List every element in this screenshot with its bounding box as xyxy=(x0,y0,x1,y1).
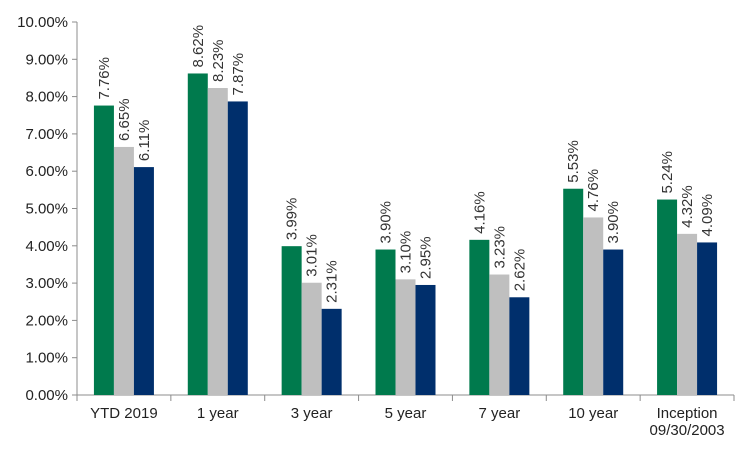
data-label: 7.87% xyxy=(230,53,247,96)
bar xyxy=(227,101,248,395)
bar xyxy=(113,146,134,395)
data-label: 2.31% xyxy=(324,260,341,303)
y-tick-label: 4.00% xyxy=(25,238,68,255)
data-label: 6.11% xyxy=(136,120,153,161)
bar xyxy=(375,249,396,395)
bar xyxy=(509,297,530,395)
data-label: 3.01% xyxy=(304,234,321,277)
bar xyxy=(207,88,228,395)
bar xyxy=(395,279,416,395)
x-tick-label: 1 year xyxy=(197,405,239,422)
bar xyxy=(281,246,302,395)
data-label: 3.90% xyxy=(378,201,395,244)
x-axis: YTD 2019 1 year 3 year 5 year 7 year 10 year I… xyxy=(76,394,735,439)
y-tick-label: 1.00% xyxy=(25,350,68,367)
data-label: 4.16% xyxy=(471,191,488,234)
bar xyxy=(583,217,604,395)
data-label: 6.65% xyxy=(116,98,133,141)
y-tick-label: 7.00% xyxy=(25,126,68,143)
bar xyxy=(563,188,584,395)
data-label: 3.23% xyxy=(491,226,508,269)
data-label: 3.10% xyxy=(398,231,415,274)
y-tick-label: 3.00% xyxy=(25,275,68,292)
bar xyxy=(469,239,490,395)
y-tick-label: 2.00% xyxy=(25,312,68,329)
data-labels: 7.76% 8.62% 3.99% 3.90% 4.16% 5.53% 5.24% 6.65%… xyxy=(96,25,716,303)
x-tick-label: 3 year xyxy=(291,405,333,422)
data-label: 4.09% xyxy=(699,194,716,237)
data-label: 5.53% xyxy=(565,140,582,183)
x-tick-label: 09/30/2003 xyxy=(650,422,725,439)
y-axis: 0.00% 1.00% 2.00% 3.00% 4.00% 5.00% 6.00% 7.00%… xyxy=(17,14,78,404)
data-label: 8.62% xyxy=(190,25,207,68)
y-tick-label: 6.00% xyxy=(25,163,68,180)
bar xyxy=(489,274,510,395)
data-label: 8.23% xyxy=(210,39,227,82)
bar xyxy=(187,73,208,395)
data-label: 2.62% xyxy=(511,249,528,292)
x-tick-label: 7 year xyxy=(479,405,521,422)
data-label: 5.24% xyxy=(659,151,676,194)
data-label: 7.76% xyxy=(96,57,113,100)
bar xyxy=(697,242,718,395)
bar xyxy=(415,284,436,395)
x-tick-label: 10 year xyxy=(568,405,618,422)
data-label: 2.95% xyxy=(418,236,435,279)
y-tick-label: 5.00% xyxy=(25,201,68,218)
bar xyxy=(93,105,114,395)
bar xyxy=(603,249,624,395)
y-tick-label: 8.00% xyxy=(25,89,68,106)
data-label: 4.76% xyxy=(585,169,602,212)
bars xyxy=(93,73,718,395)
x-tick-label: YTD 2019 xyxy=(90,405,158,422)
bar xyxy=(301,282,322,395)
y-tick-label: 9.00% xyxy=(25,51,68,68)
bar xyxy=(657,199,678,395)
bar xyxy=(133,167,154,395)
y-tick-label: 0.00% xyxy=(25,387,68,404)
data-label: 4.32% xyxy=(679,185,696,228)
x-tick-label: 5 year xyxy=(385,405,427,422)
x-tick-label: Inception xyxy=(657,405,718,422)
data-label: 3.90% xyxy=(605,201,622,244)
bar xyxy=(677,233,698,395)
data-label: 3.99% xyxy=(284,198,301,241)
y-tick-label: 10.00% xyxy=(17,14,68,31)
bar xyxy=(321,308,342,395)
